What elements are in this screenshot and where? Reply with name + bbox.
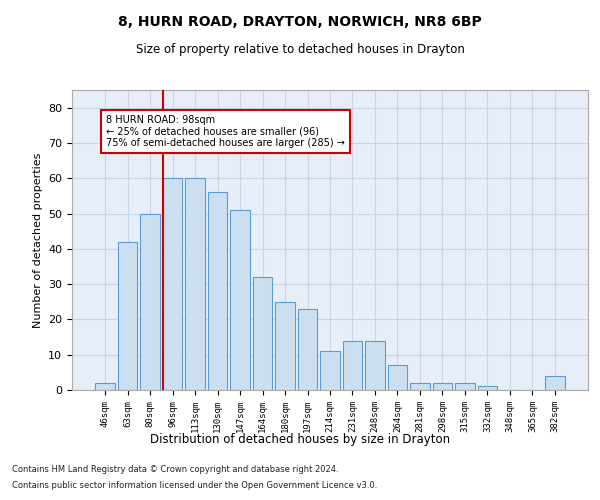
Text: 8, HURN ROAD, DRAYTON, NORWICH, NR8 6BP: 8, HURN ROAD, DRAYTON, NORWICH, NR8 6BP xyxy=(118,15,482,29)
Text: Distribution of detached houses by size in Drayton: Distribution of detached houses by size … xyxy=(150,432,450,446)
Bar xyxy=(320,351,340,390)
Bar xyxy=(95,383,115,390)
Bar xyxy=(118,242,137,390)
Bar xyxy=(185,178,205,390)
Text: 8 HURN ROAD: 98sqm
← 25% of detached houses are smaller (96)
75% of semi-detache: 8 HURN ROAD: 98sqm ← 25% of detached hou… xyxy=(106,114,345,148)
Bar xyxy=(478,386,497,390)
Bar xyxy=(275,302,295,390)
Bar xyxy=(433,383,452,390)
Text: Contains public sector information licensed under the Open Government Licence v3: Contains public sector information licen… xyxy=(12,480,377,490)
Text: Contains HM Land Registry data © Crown copyright and database right 2024.: Contains HM Land Registry data © Crown c… xyxy=(12,466,338,474)
Bar xyxy=(230,210,250,390)
Bar xyxy=(253,277,272,390)
Bar xyxy=(388,366,407,390)
Y-axis label: Number of detached properties: Number of detached properties xyxy=(32,152,43,328)
Bar xyxy=(343,340,362,390)
Text: Size of property relative to detached houses in Drayton: Size of property relative to detached ho… xyxy=(136,42,464,56)
Bar xyxy=(410,383,430,390)
Bar xyxy=(140,214,160,390)
Bar xyxy=(455,383,475,390)
Bar xyxy=(208,192,227,390)
Bar xyxy=(545,376,565,390)
Bar xyxy=(163,178,182,390)
Bar xyxy=(298,309,317,390)
Bar xyxy=(365,340,385,390)
